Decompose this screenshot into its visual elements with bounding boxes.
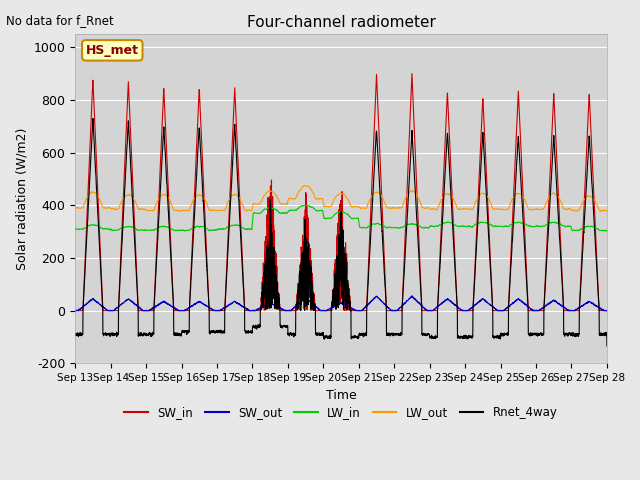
LW_out (522, 199, 530, 205)
LW_out (180, 207, 188, 213)
Rnet_4way (597, 330, 605, 336)
SW_out (408, 293, 416, 299)
SW_in (456, 308, 464, 313)
Rnet_4way (603, 343, 611, 349)
SW_out (71, 308, 79, 313)
SW_in (522, 254, 530, 260)
SW_in (408, 71, 416, 76)
LW_in (490, 224, 498, 229)
SW_in (71, 308, 79, 313)
X-axis label: Time: Time (326, 389, 356, 402)
LW_out (597, 208, 605, 214)
SW_in (180, 308, 188, 313)
SW_out (603, 308, 611, 313)
Text: No data for f_Rnet: No data for f_Rnet (6, 14, 114, 27)
LW_in (456, 224, 464, 229)
LW_in (71, 226, 79, 232)
Rnet_4way (522, 265, 530, 271)
SW_in (409, 98, 417, 104)
Text: HS_met: HS_met (86, 44, 139, 57)
Rnet_4way (490, 334, 498, 340)
Line: Rnet_4way: Rnet_4way (75, 119, 607, 346)
SW_out (409, 295, 417, 300)
SW_out (522, 301, 530, 307)
Rnet_4way (71, 331, 79, 336)
LW_out (603, 209, 611, 215)
SW_in (603, 308, 611, 313)
Rnet_4way (456, 334, 464, 340)
Y-axis label: Solar radiation (W/m2): Solar radiation (W/m2) (15, 128, 28, 270)
SW_out (180, 308, 188, 313)
LW_out (409, 188, 417, 194)
SW_out (456, 306, 464, 312)
LW_out (490, 206, 498, 212)
Line: SW_in: SW_in (75, 73, 607, 311)
LW_in (603, 228, 611, 234)
Rnet_4way (89, 116, 97, 121)
Line: SW_out: SW_out (75, 296, 607, 311)
Line: LW_out: LW_out (75, 186, 607, 212)
LW_in (180, 228, 188, 233)
Line: LW_in: LW_in (75, 205, 607, 231)
Title: Four-channel radiometer: Four-channel radiometer (246, 15, 435, 30)
LW_in (522, 221, 530, 227)
SW_in (490, 308, 498, 313)
LW_out (71, 205, 79, 211)
LW_in (301, 203, 308, 208)
Rnet_4way (180, 328, 188, 334)
Rnet_4way (409, 151, 417, 156)
SW_out (597, 306, 605, 312)
Legend: SW_in, SW_out, LW_in, LW_out, Rnet_4way: SW_in, SW_out, LW_in, LW_out, Rnet_4way (120, 401, 563, 423)
LW_out (456, 206, 464, 212)
SW_out (490, 305, 498, 311)
SW_in (597, 308, 605, 313)
LW_in (597, 228, 605, 233)
LW_in (409, 221, 417, 227)
LW_out (301, 183, 308, 189)
